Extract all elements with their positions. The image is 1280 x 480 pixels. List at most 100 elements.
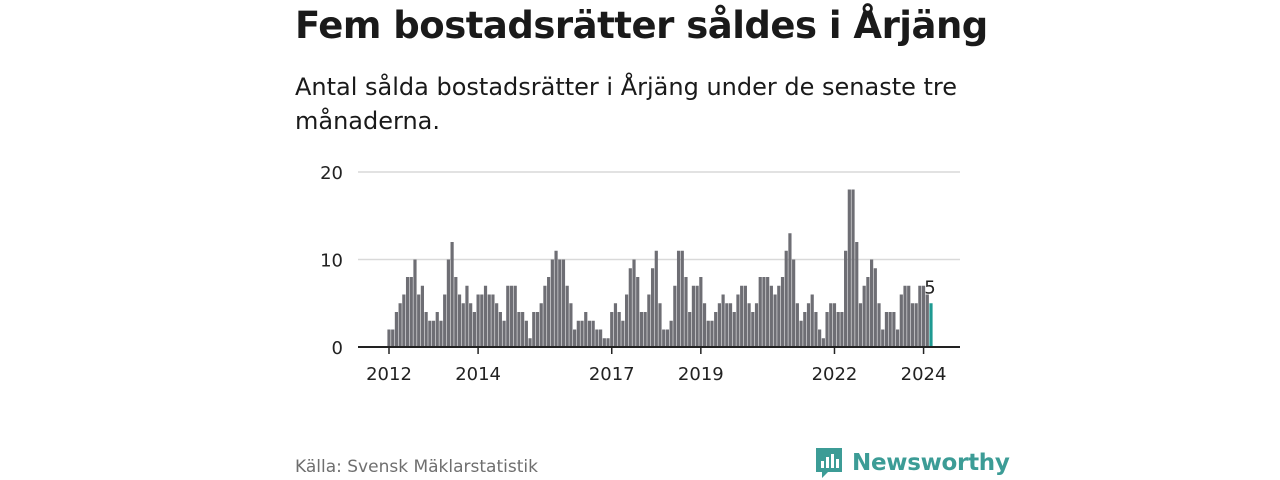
bar (821, 338, 825, 347)
bar (892, 312, 896, 347)
bar (495, 303, 499, 347)
bar (506, 285, 510, 347)
bar (691, 285, 695, 347)
bar (918, 285, 922, 347)
bar (606, 338, 610, 347)
bar (487, 294, 491, 347)
bar (925, 294, 929, 347)
bar (740, 285, 744, 347)
bar (465, 285, 469, 347)
bar (643, 312, 647, 347)
bar (402, 294, 406, 347)
bar (799, 320, 803, 347)
bar (524, 320, 528, 347)
bar (413, 259, 417, 347)
bar (728, 303, 733, 347)
bar (702, 303, 707, 347)
bar (554, 250, 558, 347)
bar (784, 250, 788, 347)
x-tick-label: 2019 (678, 364, 724, 385)
newsworthy-bar-chart-icon (816, 448, 842, 478)
bar (446, 259, 450, 347)
bar (717, 303, 721, 347)
highlight-data-label: 5 (924, 277, 935, 298)
bar (662, 329, 666, 347)
bar (710, 320, 714, 347)
bar (647, 294, 651, 347)
bar (431, 320, 436, 347)
bar (424, 312, 428, 347)
bar (435, 312, 439, 347)
brand-name: Newsworthy (852, 450, 1010, 476)
bar (409, 277, 413, 347)
bar (888, 312, 892, 347)
bar (405, 277, 410, 347)
bar (532, 312, 536, 347)
bar (573, 329, 577, 347)
bar (914, 303, 918, 347)
bar (591, 320, 595, 347)
bar (829, 303, 833, 347)
bar (721, 294, 725, 347)
bar (832, 303, 837, 347)
bar (561, 259, 566, 347)
bar (550, 259, 554, 347)
bar (547, 277, 551, 347)
brand-logo: Newsworthy (814, 446, 1010, 480)
bar (803, 312, 807, 347)
bar (420, 285, 424, 347)
bar (769, 285, 773, 347)
bar (428, 320, 432, 347)
bar (758, 277, 762, 347)
bar (858, 303, 863, 347)
bar (457, 294, 462, 347)
bar (461, 303, 465, 347)
bar (539, 303, 543, 347)
chart-subtitle: Antal sålda bostadsrätter i Årjäng under… (295, 73, 958, 135)
bar (624, 294, 629, 347)
bar (766, 277, 770, 347)
bar (569, 303, 573, 347)
bar (610, 312, 614, 347)
bar (602, 338, 606, 347)
bar (543, 285, 547, 347)
bar (840, 312, 844, 347)
bar (658, 303, 662, 347)
bar (825, 312, 829, 347)
bar (910, 303, 915, 347)
bar (684, 277, 688, 347)
bar (795, 303, 799, 347)
bar (921, 285, 926, 347)
bar (870, 259, 874, 347)
bar (535, 312, 540, 347)
bar (792, 259, 796, 347)
bar (780, 277, 785, 347)
bar (873, 268, 877, 347)
bar (814, 312, 818, 347)
bar (439, 320, 443, 347)
bar (695, 285, 699, 347)
bar (584, 312, 588, 347)
bar (391, 329, 395, 347)
y-tick-label: 0 (332, 338, 343, 359)
bar (472, 312, 476, 347)
bar (899, 294, 903, 347)
bar (747, 303, 751, 347)
bar (762, 277, 766, 347)
bar (699, 277, 703, 347)
bar (521, 312, 525, 347)
bar (751, 312, 755, 347)
bar (513, 285, 517, 347)
bar (773, 294, 777, 347)
bar (810, 294, 814, 347)
bar (788, 233, 792, 347)
bar (676, 250, 681, 347)
bar (754, 303, 759, 347)
bar (587, 320, 592, 347)
x-tick-label: 2014 (455, 364, 501, 385)
x-tick-label: 2017 (589, 364, 635, 385)
bar (636, 277, 640, 347)
bar (855, 242, 859, 347)
bar (491, 294, 495, 347)
